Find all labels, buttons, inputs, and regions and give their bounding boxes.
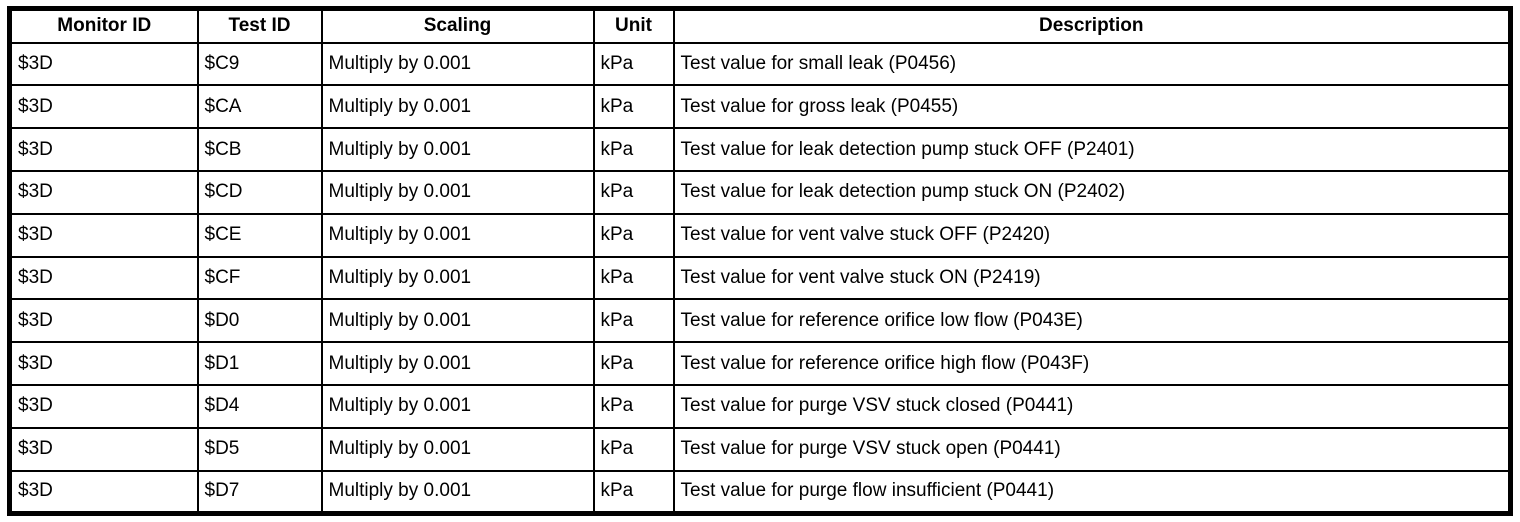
cell-test-id: $CE <box>196 212 323 258</box>
cell-description: Test value for reference orifice low flo… <box>672 298 1512 344</box>
cell-unit: kPa <box>592 298 675 344</box>
cell-test-id: $D1 <box>196 341 323 386</box>
cell-monitor-id: $3D <box>8 84 199 130</box>
cell-scaling: Multiply by 0.001 <box>320 469 595 515</box>
table-row: $3D $CE Multiply by 0.001 kPa Test value for… <box>8 212 1512 258</box>
cell-monitor-id: $3D <box>8 212 199 258</box>
cell-unit: kPa <box>592 341 675 386</box>
cell-test-id: $C9 <box>196 41 323 87</box>
cell-description: Test value for purge VSV stuck closed (P… <box>672 384 1512 429</box>
cell-monitor-id: $3D <box>8 169 199 215</box>
cell-description: Test value for vent valve stuck OFF (P24… <box>672 212 1512 258</box>
cell-monitor-id: $3D <box>8 41 199 87</box>
cell-test-id: $CB <box>196 127 323 172</box>
cell-description: Test value for purge VSV stuck open (P04… <box>672 426 1512 472</box>
header-description: Description <box>672 7 1512 44</box>
cell-scaling: Multiply by 0.001 <box>320 384 595 429</box>
cell-description: Test value for small leak (P0456) <box>672 41 1512 87</box>
table-row: $3D $D5 Multiply by 0.001 kPa Test value for… <box>8 426 1512 472</box>
header-scaling: Scaling <box>320 7 595 44</box>
cell-test-id: $CD <box>196 169 323 215</box>
header-unit: Unit <box>592 7 675 44</box>
cell-unit: kPa <box>592 127 675 172</box>
cell-description: Test value for leak detection pump stuck… <box>672 127 1512 172</box>
cell-scaling: Multiply by 0.001 <box>320 426 595 472</box>
table-row: $3D $D0 Multiply by 0.001 kPa Test value for… <box>8 298 1512 344</box>
header-test-id: Test ID <box>196 7 323 44</box>
cell-scaling: Multiply by 0.001 <box>320 341 595 386</box>
table-row: $3D $C9 Multiply by 0.001 kPa Test value for… <box>8 41 1512 87</box>
cell-scaling: Multiply by 0.001 <box>320 298 595 344</box>
cell-unit: kPa <box>592 84 675 130</box>
cell-test-id: $CA <box>196 84 323 130</box>
cell-scaling: Multiply by 0.001 <box>320 84 595 130</box>
cell-unit: kPa <box>592 384 675 429</box>
cell-test-id: $D4 <box>196 384 323 429</box>
cell-unit: kPa <box>592 41 675 87</box>
table-row: $3D $CB Multiply by 0.001 kPa Test value for… <box>8 127 1512 172</box>
cell-description: Test value for gross leak (P0455) <box>672 84 1512 130</box>
cell-description: Test value for reference orifice high fl… <box>672 341 1512 386</box>
cell-unit: kPa <box>592 469 675 515</box>
cell-scaling: Multiply by 0.001 <box>320 255 595 301</box>
table-row: $3D $CA Multiply by 0.001 kPa Test value for… <box>8 84 1512 130</box>
cell-unit: kPa <box>592 169 675 215</box>
cell-monitor-id: $3D <box>8 341 199 386</box>
cell-test-id: $D0 <box>196 298 323 344</box>
cell-monitor-id: $3D <box>8 255 199 301</box>
table-body: $3D $C9 Multiply by 0.001 kPa Test value for… <box>8 41 1512 515</box>
cell-description: Test value for purge flow insufficient (… <box>672 469 1512 515</box>
cell-description: Test value for leak detection pump stuck… <box>672 169 1512 215</box>
header-monitor-id: Monitor ID <box>8 7 199 44</box>
cell-unit: kPa <box>592 426 675 472</box>
cell-scaling: Multiply by 0.001 <box>320 212 595 258</box>
monitor-test-table: Monitor ID Test ID Scaling Unit Descript… <box>7 6 1513 516</box>
table-row: $3D $CD Multiply by 0.001 kPa Test value for… <box>8 169 1512 215</box>
table-row: $3D $D4 Multiply by 0.001 kPa Test value for… <box>8 384 1512 429</box>
cell-description: Test value for vent valve stuck ON (P241… <box>672 255 1512 301</box>
header-row: Monitor ID Test ID Scaling Unit Descript… <box>8 7 1512 44</box>
table-row: $3D $CF Multiply by 0.001 kPa Test value for… <box>8 255 1512 301</box>
cell-monitor-id: $3D <box>8 469 199 515</box>
cell-unit: kPa <box>592 255 675 301</box>
cell-scaling: Multiply by 0.001 <box>320 41 595 87</box>
cell-monitor-id: $3D <box>8 384 199 429</box>
table-row: $3D $D1 Multiply by 0.001 kPa Test value for… <box>8 341 1512 386</box>
cell-unit: kPa <box>592 212 675 258</box>
cell-monitor-id: $3D <box>8 127 199 172</box>
cell-scaling: Multiply by 0.001 <box>320 169 595 215</box>
cell-test-id: $D7 <box>196 469 323 515</box>
cell-test-id: $CF <box>196 255 323 301</box>
table-row: $3D $D7 Multiply by 0.001 kPa Test value for… <box>8 469 1512 515</box>
cell-scaling: Multiply by 0.001 <box>320 127 595 172</box>
cell-monitor-id: $3D <box>8 426 199 472</box>
cell-test-id: $D5 <box>196 426 323 472</box>
cell-monitor-id: $3D <box>8 298 199 344</box>
